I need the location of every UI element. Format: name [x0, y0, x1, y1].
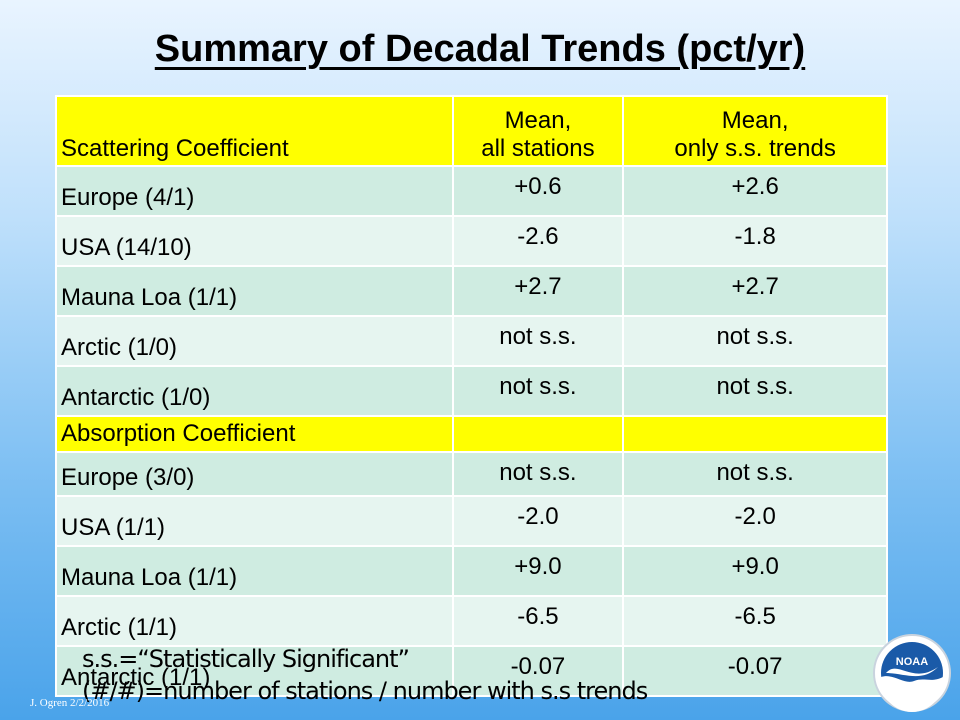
mean-all-value: +9.0	[451, 545, 625, 597]
station-name: Europe (4/1)	[55, 165, 454, 217]
mean-ss-value: -0.07	[622, 645, 888, 697]
table-header-row: Scattering Coefficient Mean, all station…	[55, 95, 888, 167]
mean-ss-value: +2.7	[622, 265, 888, 317]
header-mean-all-line1: Mean,	[504, 107, 572, 134]
section-header-row: Absorption Coefficient	[55, 415, 888, 453]
station-name: Mauna Loa (1/1)	[55, 545, 454, 597]
mean-ss-value: not s.s.	[622, 365, 888, 417]
mean-all-value: -0.07	[451, 645, 625, 697]
table-row: Europe (3/0) not s.s. not s.s.	[55, 451, 888, 497]
header-scattering-coefficient: Scattering Coefficient	[55, 95, 454, 167]
table-row: Europe (4/1) +0.6 +2.6	[55, 165, 888, 217]
mean-all-value: not s.s.	[451, 365, 625, 417]
mean-all-value: not s.s.	[451, 315, 625, 367]
mean-ss-value: -6.5	[622, 595, 888, 647]
mean-all-value: -2.6	[451, 215, 625, 267]
slide-title: Summary of Decadal Trends (pct/yr)	[154, 28, 806, 70]
mean-ss-value: +9.0	[622, 545, 888, 597]
station-name: Arctic (1/1)	[55, 595, 454, 647]
mean-ss-value: not s.s.	[622, 315, 888, 367]
station-name: Antarctic (1/0)	[55, 365, 454, 417]
mean-ss-value: +2.6	[622, 165, 888, 217]
mean-all-value: -2.0	[451, 495, 625, 547]
table-row: Antarctic (1/1) -0.07 -0.07	[55, 645, 888, 697]
mean-all-value: +2.7	[451, 265, 625, 317]
table-row: USA (14/10) -2.6 -1.8	[55, 215, 888, 267]
table-row: Mauna Loa (1/1) +2.7 +2.7	[55, 265, 888, 317]
author-date: J. Ogren 2/2/2016	[30, 697, 110, 709]
footnote-ss-definition: s.s.=“Statistically Significant”	[82, 645, 410, 673]
mean-all-value: +0.6	[451, 165, 625, 217]
station-name: Antarctic (1/1)	[55, 645, 454, 697]
section-empty-cell	[622, 415, 888, 453]
footnote-station-count-definition: (#/#)=number of stations / number with s…	[82, 677, 648, 705]
table-row: Arctic (1/1) -6.5 -6.5	[55, 595, 888, 647]
table-row: Arctic (1/0) not s.s. not s.s.	[55, 315, 888, 367]
mean-ss-value: -2.0	[622, 495, 888, 547]
table-row: Antarctic (1/0) not s.s. not s.s.	[55, 365, 888, 417]
header-mean-all-stations: Mean, all stations	[451, 95, 625, 167]
logo-text: NOAA	[896, 656, 928, 668]
station-name: Europe (3/0)	[55, 451, 454, 497]
trends-table: Scattering Coefficient Mean, all station…	[55, 95, 888, 697]
mean-all-value: not s.s.	[451, 451, 625, 497]
table-row: USA (1/1) -2.0 -2.0	[55, 495, 888, 547]
noaa-logo-icon: NOAA	[873, 634, 951, 712]
header-mean-ss-trends: Mean, only s.s. trends	[622, 95, 888, 167]
station-name: Arctic (1/0)	[55, 315, 454, 367]
section-empty-cell	[451, 415, 625, 453]
header-mean-ss-line1: Mean,	[721, 107, 789, 134]
absorption-coefficient-label: Absorption Coefficient	[55, 415, 454, 453]
table-row: Mauna Loa (1/1) +9.0 +9.0	[55, 545, 888, 597]
mean-all-value: -6.5	[451, 595, 625, 647]
mean-ss-value: -1.8	[622, 215, 888, 267]
station-name: USA (14/10)	[55, 215, 454, 267]
mean-ss-value: not s.s.	[622, 451, 888, 497]
header-mean-all-line2: all stations	[481, 135, 595, 162]
station-name: USA (1/1)	[55, 495, 454, 547]
header-mean-ss-line2: only s.s. trends	[674, 135, 836, 162]
station-name: Mauna Loa (1/1)	[55, 265, 454, 317]
